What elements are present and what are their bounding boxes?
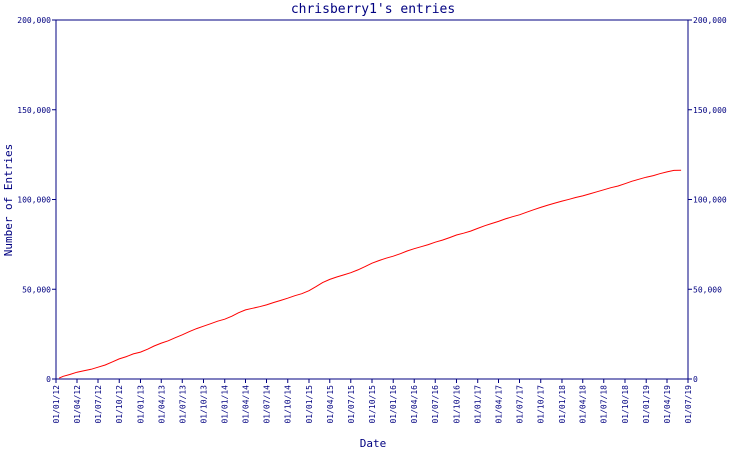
x-tick-label: 01/04/14 xyxy=(242,385,251,424)
x-tick-label: 01/04/17 xyxy=(494,385,503,424)
x-tick-label: 01/01/16 xyxy=(389,385,398,424)
x-tick-label: 01/10/14 xyxy=(284,385,293,424)
y-axis-label: Number of Entries xyxy=(2,144,15,257)
x-tick-label: 01/04/16 xyxy=(410,385,419,424)
x-tick-label: 01/01/18 xyxy=(558,385,567,424)
y-axis-right: 0 50,000 100,000 150,000 200,000 xyxy=(688,16,727,384)
x-tick-label: 01/10/15 xyxy=(368,385,377,424)
x-axis-label: Date xyxy=(360,437,387,450)
x-tick-label: 01/07/17 xyxy=(515,385,524,424)
x-tick-label: 01/10/13 xyxy=(199,385,208,424)
y-tick-label-left: 200,000 xyxy=(17,16,51,25)
chart-title: chrisberry1's entries xyxy=(291,2,455,17)
y-tick-label-left: 0 xyxy=(46,375,51,384)
y-axis-left: 0 50,000 100,000 150,000 200,000 xyxy=(17,16,56,384)
x-tick-label: 01/04/15 xyxy=(326,385,335,424)
x-tick-label: 01/07/15 xyxy=(347,385,356,424)
x-tick-label: 01/01/14 xyxy=(221,385,230,424)
y-tick-label-right: 200,000 xyxy=(693,16,727,25)
x-tick-label: 01/04/12 xyxy=(73,385,82,424)
x-tick-label: 01/07/18 xyxy=(600,385,609,424)
y-tick-label-left: 50,000 xyxy=(22,285,51,294)
x-tick-label: 01/10/16 xyxy=(452,385,461,424)
x-tick-label: 01/01/15 xyxy=(305,385,314,424)
y-tick-label-right: 100,000 xyxy=(693,196,727,205)
x-tick-label: 01/04/13 xyxy=(157,385,166,424)
series-line xyxy=(58,169,682,379)
y-tick-label-left: 100,000 xyxy=(17,196,51,205)
x-tick-label: 01/01/17 xyxy=(474,385,483,424)
x-tick-label: 01/01/12 xyxy=(52,385,61,424)
x-tick-label: 01/04/19 xyxy=(663,385,672,424)
x-tick-label: 01/07/19 xyxy=(684,385,693,424)
y-tick-label-left: 150,000 xyxy=(17,106,51,115)
x-tick-label: 01/01/13 xyxy=(136,385,145,424)
y-tick-label-right: 150,000 xyxy=(693,106,727,115)
x-tick-label: 01/10/18 xyxy=(621,385,630,424)
x-tick-label: 01/07/12 xyxy=(94,385,103,424)
x-tick-label: 01/04/18 xyxy=(579,385,588,424)
y-tick-label-right: 50,000 xyxy=(693,285,722,294)
x-tick-label: 01/10/12 xyxy=(115,385,124,424)
x-tick-label: 01/07/13 xyxy=(178,385,187,424)
x-axis: 01/01/12 01/04/12 01/07/12 01/10/12 01/01/13… xyxy=(52,379,693,424)
x-tick-label: 01/07/14 xyxy=(263,385,272,424)
x-tick-label: 01/10/17 xyxy=(537,385,546,424)
x-tick-label: 01/07/16 xyxy=(431,385,440,424)
y-tick-label-right: 0 xyxy=(693,375,698,384)
x-tick-label: 01/01/19 xyxy=(642,385,651,424)
